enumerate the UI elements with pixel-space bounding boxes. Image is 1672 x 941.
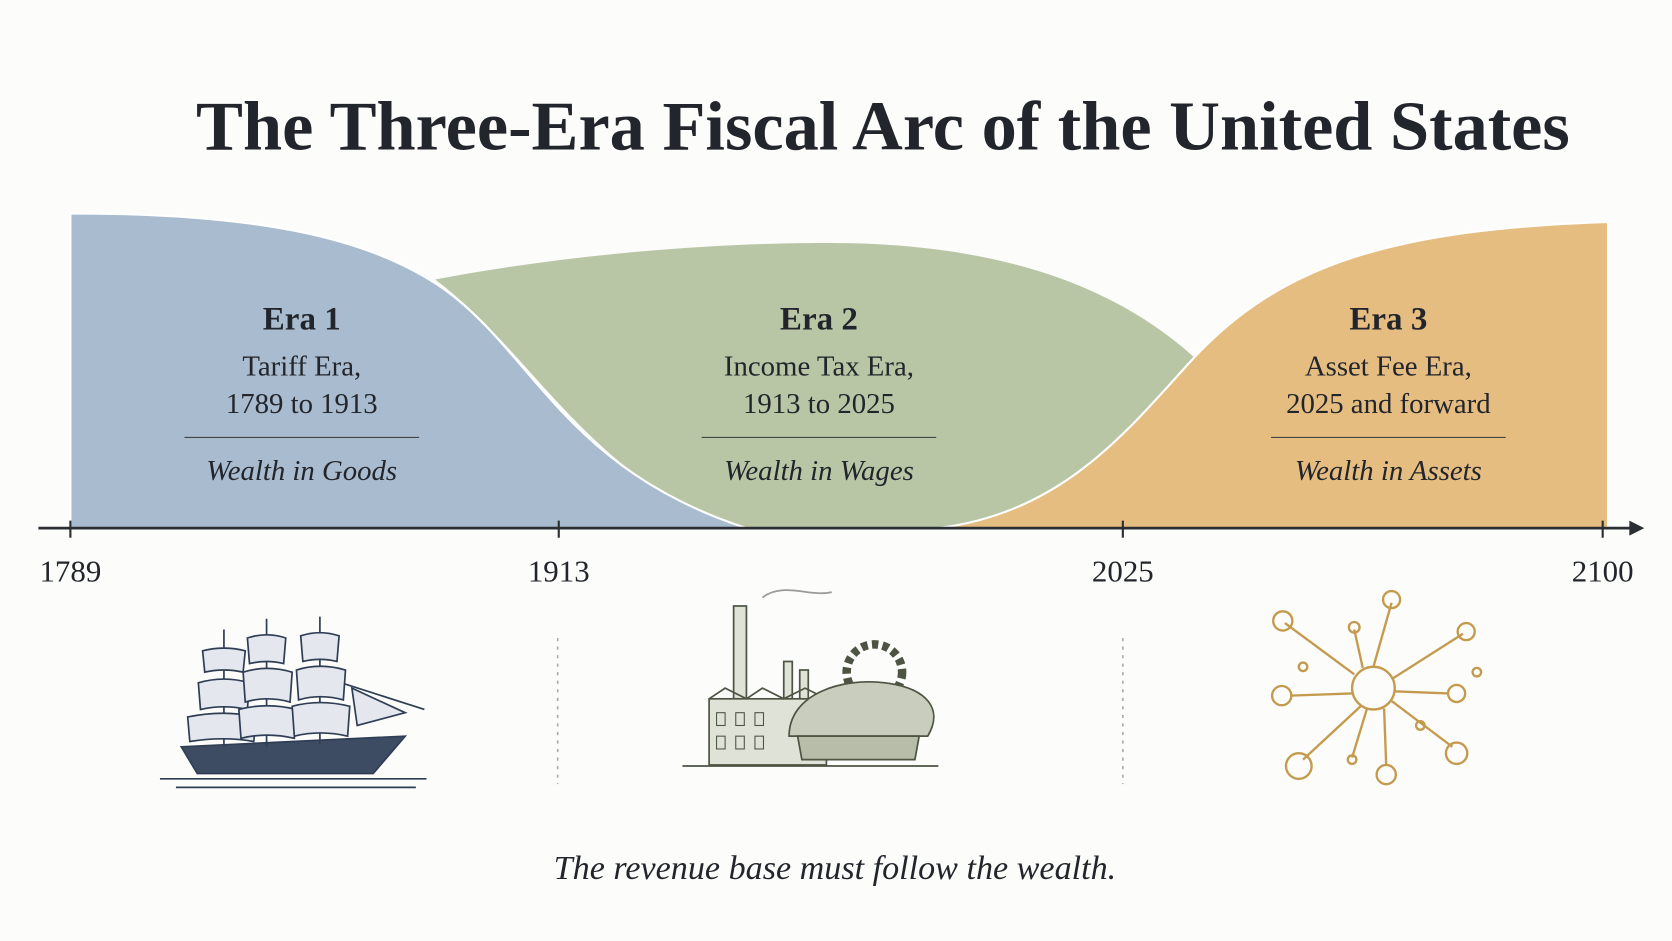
network-icon xyxy=(1270,589,1483,786)
icon-part xyxy=(708,687,827,700)
era-span: 2025 and forward xyxy=(1286,388,1491,420)
era-2-area xyxy=(435,242,1195,529)
icon-part xyxy=(1390,700,1454,748)
era-span: 1913 to 2025 xyxy=(743,388,895,420)
icon-part xyxy=(754,735,765,750)
era-name: Income Tax Era, xyxy=(724,351,914,383)
icon-part xyxy=(716,712,726,727)
icon-part xyxy=(735,735,745,750)
icon-part xyxy=(1302,705,1362,761)
icon-part xyxy=(796,735,921,761)
era-3-area xyxy=(938,220,1610,530)
tick-label: 2025 xyxy=(1092,553,1154,588)
dividers xyxy=(556,638,1124,785)
tick-group: 1789 1913 2025 2100 xyxy=(39,520,1634,588)
icon-part xyxy=(1444,741,1469,766)
icon-part xyxy=(1353,629,1364,669)
icon-part xyxy=(1375,763,1397,786)
icon-part xyxy=(1446,683,1467,704)
icon-part xyxy=(340,681,425,711)
icon-part xyxy=(1272,610,1294,632)
icon-part xyxy=(761,589,832,599)
icon-part xyxy=(1471,666,1483,678)
era-label: Era 2 xyxy=(780,302,858,338)
icon-part xyxy=(1382,708,1388,767)
era-1-area xyxy=(69,212,747,530)
tick-label: 2100 xyxy=(1572,553,1634,588)
icon-part xyxy=(732,605,748,703)
icon-part xyxy=(1290,692,1353,697)
footer-text: The revenue base must follow the wealth. xyxy=(554,850,1117,887)
icon-part xyxy=(1347,620,1361,634)
era-tagline: Wealth in Goods xyxy=(206,455,397,487)
era-labels: Era 1 Tariff Era, 1789 to 1913 Wealth in Go… xyxy=(184,302,1506,487)
icon-part xyxy=(179,735,408,775)
icon-part xyxy=(754,712,765,727)
icon-part xyxy=(716,735,726,750)
icon-part xyxy=(1391,632,1464,680)
icon-part xyxy=(350,686,408,727)
icon-part xyxy=(1456,621,1476,642)
icon-part xyxy=(1297,661,1309,673)
icon-part xyxy=(1284,752,1313,781)
icon-part xyxy=(1270,684,1293,707)
icon-part xyxy=(716,712,765,750)
era-tagline: Wealth in Wages xyxy=(724,455,914,487)
title: The Three-Era Fiscal Arc of the United S… xyxy=(196,87,1570,165)
icon-part xyxy=(1381,589,1402,610)
axis-arrow xyxy=(1629,520,1645,536)
tick-label: 1789 xyxy=(39,553,101,588)
era-span: 1789 to 1913 xyxy=(226,388,378,420)
ship-icon xyxy=(159,616,427,789)
icon-part xyxy=(291,631,351,738)
icon-part xyxy=(788,681,935,738)
era-tagline: Wealth in Assets xyxy=(1295,455,1482,487)
icon-part xyxy=(1284,622,1355,676)
era-areas xyxy=(68,212,1610,530)
icon-part xyxy=(237,633,298,740)
icon-part xyxy=(1394,690,1449,695)
era-label: Era 1 xyxy=(263,302,341,338)
tick-label: 1913 xyxy=(528,553,590,588)
era-name: Tariff Era, xyxy=(242,351,361,383)
icon-part xyxy=(1414,720,1426,731)
timeline xyxy=(38,520,1645,536)
era-name: Asset Fee Era, xyxy=(1305,351,1472,383)
icon-part xyxy=(1350,708,1369,758)
icon-part xyxy=(1372,602,1393,668)
factory-icon xyxy=(682,589,939,767)
era-label: Era 3 xyxy=(1349,302,1427,338)
icon-part xyxy=(1346,754,1358,766)
icon-part xyxy=(735,712,745,727)
